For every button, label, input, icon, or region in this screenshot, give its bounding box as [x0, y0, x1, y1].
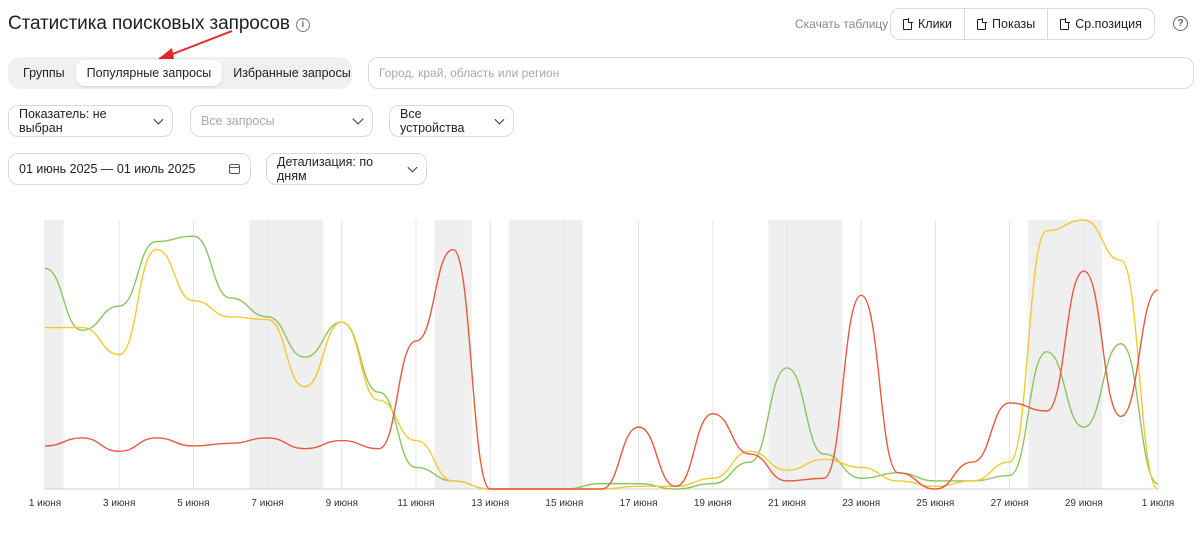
- document-icon: [977, 18, 987, 30]
- download-impressions-label: Показы: [992, 17, 1036, 31]
- devices-select[interactable]: Все устройства: [389, 105, 514, 137]
- x-tick-label: 5 июня: [177, 498, 209, 509]
- tab-favorite-queries[interactable]: Избранные запросы: [222, 60, 361, 86]
- x-tick-label: 1 июля: [1142, 498, 1174, 509]
- detail-select[interactable]: Детализация: по дням: [266, 153, 427, 185]
- x-tick-label: 9 июня: [326, 498, 358, 509]
- annotation-arrow-icon: [158, 30, 233, 59]
- x-tick-label: 1 июня: [29, 498, 61, 509]
- tab-popular-queries-label: Популярные запросы: [86, 66, 212, 80]
- download-clicks-button[interactable]: Клики: [891, 9, 966, 39]
- search-stats-chart: 1 июня 3 июня 5 июня 7 июня 9 июня 11 июня 13 …: [29, 219, 1174, 509]
- document-icon: [1060, 18, 1070, 30]
- x-tick-label: 19 июня: [694, 498, 732, 509]
- tab-popular-queries[interactable]: Популярные запросы: [75, 60, 223, 86]
- x-tick-label: 29 июня: [1065, 498, 1103, 509]
- view-tabs: Группы Популярные запросы Избранные запр…: [8, 57, 352, 89]
- download-buttons-group: Клики Показы Ср.позиция: [890, 8, 1155, 40]
- metric-select[interactable]: Показатель: не выбран: [8, 105, 173, 137]
- x-tick-label: 3 июня: [103, 498, 135, 509]
- x-tick-label: 13 июня: [471, 498, 509, 509]
- x-tick-label: 27 июня: [991, 498, 1029, 509]
- title-row: Статистика поисковых запросов i: [8, 10, 310, 38]
- queries-select-placeholder: Все запросы: [201, 114, 275, 128]
- info-icon[interactable]: i: [295, 17, 310, 32]
- download-avg-position-button[interactable]: Ср.позиция: [1048, 9, 1154, 39]
- download-clicks-label: Клики: [918, 17, 953, 31]
- weekend-band: [1028, 220, 1103, 489]
- queries-select[interactable]: Все запросы: [190, 105, 373, 137]
- chevron-down-icon: [494, 114, 505, 124]
- weekend-band: [508, 220, 583, 489]
- page-title: Статистика поисковых запросов: [8, 13, 290, 34]
- chevron-down-icon: [153, 114, 164, 124]
- tab-groups-label: Группы: [23, 66, 65, 80]
- calendar-icon: [229, 164, 240, 174]
- tab-favorite-queries-label: Избранные запросы: [233, 66, 351, 80]
- metric-select-value: Показатель: не выбран: [19, 107, 107, 135]
- weekend-band: [434, 220, 472, 489]
- x-tick-label: 23 июня: [842, 498, 880, 509]
- devices-select-value: Все устройства: [400, 107, 465, 135]
- date-range-value: 01 июнь 2025 — 01 июль 2025: [19, 162, 196, 176]
- chevron-down-icon: [407, 162, 418, 172]
- document-icon: [903, 18, 913, 30]
- download-table-label: Скачать таблицу: [795, 17, 889, 31]
- tab-groups[interactable]: Группы: [12, 60, 76, 86]
- x-tick-label: 7 июня: [251, 498, 283, 509]
- region-search-input[interactable]: [368, 57, 1194, 89]
- weekend-band: [45, 220, 64, 489]
- weekend-band: [768, 220, 843, 489]
- chevron-down-icon: [352, 113, 364, 125]
- x-tick-label: 21 июня: [768, 498, 806, 509]
- x-tick-label: 15 июня: [545, 498, 583, 509]
- x-tick-label: 17 июня: [620, 498, 658, 509]
- date-range-picker[interactable]: 01 июнь 2025 — 01 июль 2025: [8, 153, 251, 185]
- x-tick-label: 11 июня: [397, 498, 434, 509]
- help-icon[interactable]: ?: [1173, 16, 1188, 31]
- x-tick-label: 25 июня: [916, 498, 954, 509]
- download-avg-position-label: Ср.позиция: [1075, 17, 1142, 31]
- series-line-3: [44, 248, 1159, 490]
- series-line-2: [45, 219, 1159, 490]
- series-line-1: [44, 235, 1159, 490]
- download-impressions-button[interactable]: Показы: [965, 9, 1049, 39]
- detail-select-value: Детализация: по дням: [277, 155, 374, 183]
